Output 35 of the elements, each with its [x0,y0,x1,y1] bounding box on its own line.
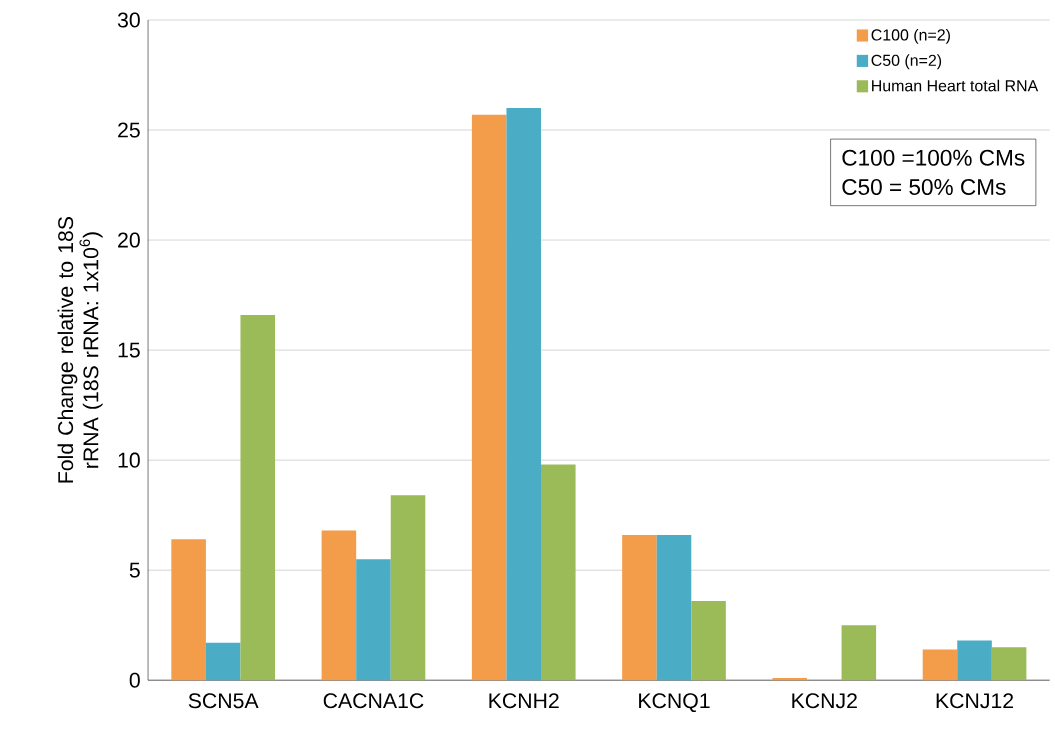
x-tick-label: KCNJ12 [936,693,1014,709]
bar [471,114,507,681]
bar [656,535,692,681]
annotation: C50 = 50% CMs [842,179,1006,196]
x-tick-label: KCNH2 [489,693,559,709]
bar [171,539,206,681]
legend-label: C100 (n=2) [871,29,950,44]
bar [321,530,357,681]
x-tick-label: CACNA1C [323,693,424,709]
y-tick-label: 10 [118,452,140,468]
legend-label: C50 (n=2) [871,54,942,70]
x-tick-label: KCNQ1 [639,693,710,713]
y-tick-label: 15 [118,342,140,358]
bar [506,108,542,681]
y-tick-label: 25 [118,122,140,138]
bar [356,559,391,681]
legend-label: Human Heart total RNA [872,79,1039,92]
y-tick-label: 20 [118,232,140,248]
y-tick-label: 0 [129,672,140,688]
bar [991,647,1027,681]
y-tick-label: 5 [129,562,140,578]
bar [772,678,807,681]
bar [622,535,657,681]
y-tick-label: 30 [117,12,140,28]
bar [841,625,877,681]
bar [541,464,576,681]
bar [240,315,276,681]
bar [957,640,992,681]
bar [922,649,958,681]
x-tick-label: SCN5A [188,693,259,709]
bar [205,643,241,681]
x-tick-label: KCNJ2 [792,693,857,709]
annotation: C100 =100% CMs [842,149,1025,166]
bar [691,601,726,681]
bar [390,495,426,681]
